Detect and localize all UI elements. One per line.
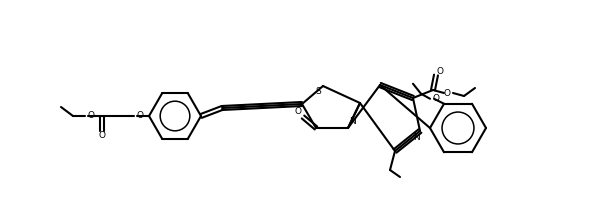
Text: N: N xyxy=(349,116,355,125)
Text: O: O xyxy=(87,111,94,121)
Text: N: N xyxy=(414,133,420,143)
Text: O: O xyxy=(432,94,440,103)
Text: O: O xyxy=(136,111,144,121)
Text: S: S xyxy=(315,87,321,97)
Text: O: O xyxy=(444,89,450,97)
Text: O: O xyxy=(99,132,105,140)
Text: O: O xyxy=(437,67,444,76)
Text: O: O xyxy=(294,108,301,116)
